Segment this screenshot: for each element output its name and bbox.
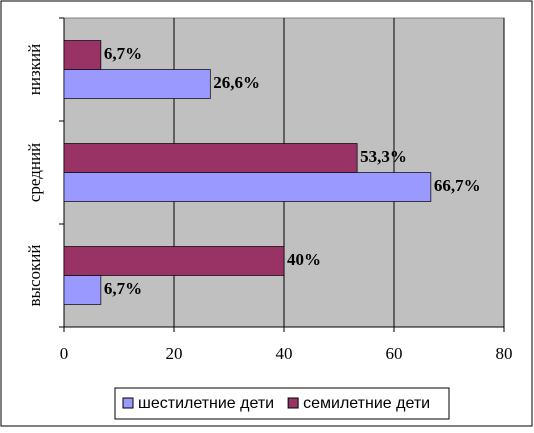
y-tick-label: высокий [25,245,44,307]
data-label: 6,7% [104,44,142,63]
data-label: 26,6% [213,73,260,92]
bar [63,40,102,70]
data-label: 40% [287,250,321,269]
legend-label: шестилетние дети [138,395,274,412]
legend-swatch [122,397,134,409]
data-label: 6,7% [104,279,142,298]
x-tick-label: 0 [60,344,69,363]
y-tick-label: низкий [25,44,44,95]
x-tick-label: 60 [386,344,403,363]
legend-label: семилетние дети [303,395,430,412]
data-label: 53,3% [360,147,407,166]
legend-swatch [287,397,299,409]
y-tick-label: средний [25,143,44,202]
legend-box [114,387,450,420]
bar [63,172,432,202]
bar [63,275,102,305]
bar [63,246,285,276]
x-tick-label: 80 [496,344,513,363]
x-tick-label: 20 [166,344,183,363]
bar [63,69,211,99]
bar [63,143,358,173]
x-tick-label: 40 [276,344,293,363]
data-label: 66,7% [434,176,481,195]
